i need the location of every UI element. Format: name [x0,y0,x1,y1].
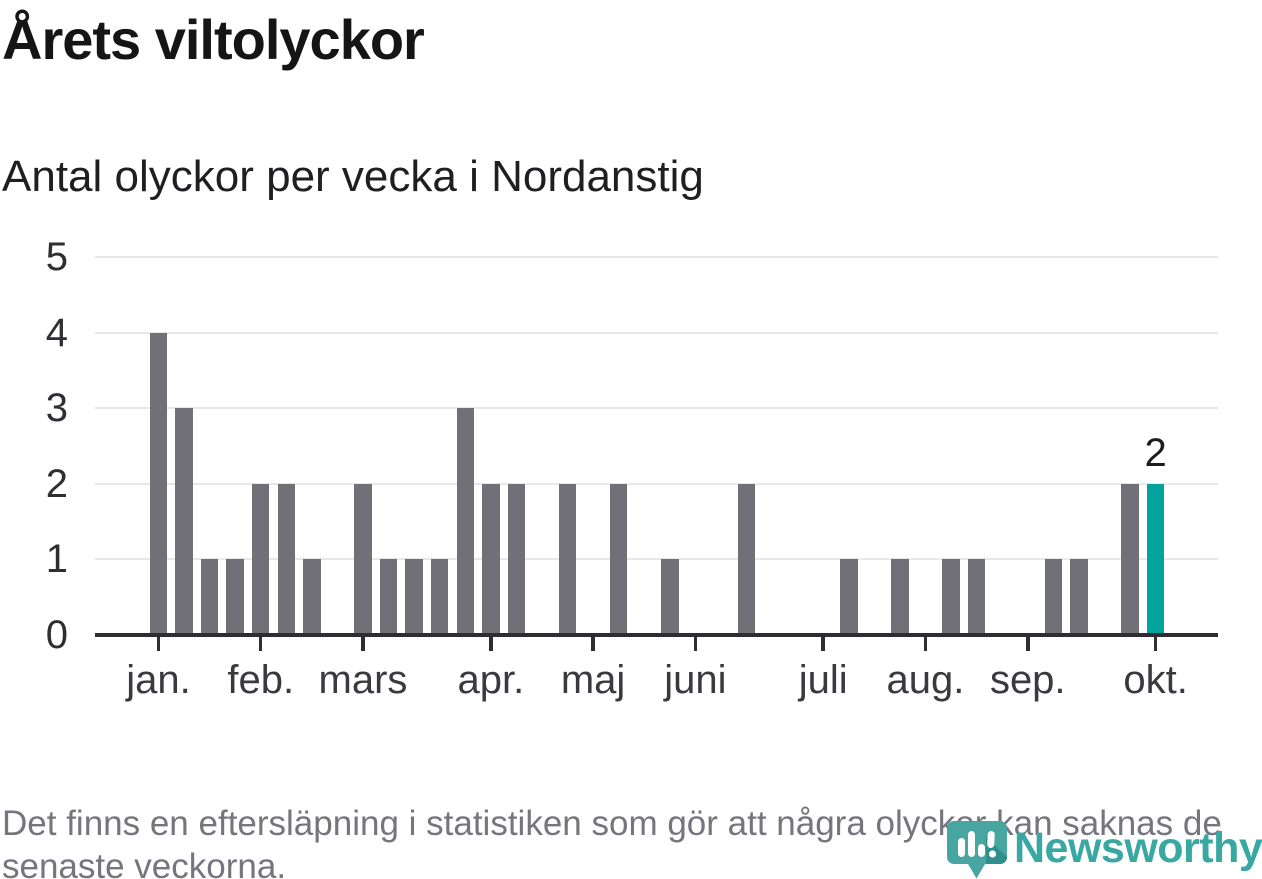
x-axis-tick [489,637,493,651]
y-axis-tick-label: 1 [45,537,68,582]
bar-week [251,483,270,635]
bar-week [558,483,577,635]
bar-week [430,559,449,635]
bar-week [1121,483,1139,635]
gridline-5 [95,256,1218,259]
page-title: Årets viltolyckor [2,8,425,71]
newsworthy-logo-text: Newsworthy [1014,824,1262,872]
x-axis-tick [258,637,263,651]
bar-value-label: 2 [1144,431,1167,475]
bar-week [379,559,398,635]
bar-week [200,559,219,635]
x-axis-month-label: jan. [126,658,191,702]
gridline-3 [95,407,1218,410]
bar-week [891,559,909,635]
gridline-4 [95,331,1218,334]
bar-week [175,408,193,635]
chart-subtitle: Antal olyckor per vecka i Nordanstig [2,152,704,201]
y-axis-tick-label: 3 [45,386,68,431]
newsworthy-bubble-chart-icon [946,820,1008,879]
bar-highlighted-week [1146,483,1165,635]
bar-week [1070,559,1088,635]
x-axis-tick [1026,637,1030,651]
bar-week [482,483,500,635]
x-axis-month-label: feb. [227,658,295,702]
y-axis-tick-label: 2 [45,461,68,506]
bar-chart: 0 1 2 3 4 5 jan. feb. mars apr. maj juni juli aug. sep… [45,235,1218,702]
gridline-1 [95,558,1218,561]
footer-note: Det finns en eftersläpning i statistiken… [2,804,1222,879]
x-axis-month-label: juni [664,658,727,702]
newsworthy-logo: Newsworthy [946,818,1262,879]
bar-week [609,483,628,635]
x-axis-tick [1153,637,1158,651]
x-axis-tick [821,637,825,651]
bar-week [354,483,372,635]
bar-week [840,559,858,635]
x-axis-month-label: apr. [457,658,525,702]
x-axis-tick [923,637,928,651]
x-axis-month-label: mars [318,658,408,702]
x-axis-line [95,633,1218,637]
x-axis-month-label: juli [798,658,848,702]
bar-week [456,408,475,635]
y-axis-tick-label: 0 [45,613,68,657]
bar-week [226,559,244,635]
y-axis-tick-label: 4 [45,310,68,355]
x-axis-tick [361,637,365,651]
bar-week [737,483,756,635]
x-axis-tick [693,637,698,651]
gridline-2 [95,482,1218,485]
bar-week [661,559,679,635]
bar-week [1044,559,1063,635]
x-axis-month-label: sep. [989,658,1066,702]
x-axis-tick [591,637,595,651]
bar-week [507,483,526,635]
bar-week [942,559,960,635]
bar-week [149,332,168,635]
x-axis-month-label: aug. [886,658,965,702]
bar-week [303,559,321,635]
bar-week [967,559,986,635]
x-axis-month-label: maj [560,658,626,702]
x-axis-tick [156,637,161,651]
bar-week [405,559,423,635]
y-axis-tick-label: 5 [45,235,68,280]
bar-week [277,483,296,635]
x-axis-month-label: okt. [1123,658,1188,702]
